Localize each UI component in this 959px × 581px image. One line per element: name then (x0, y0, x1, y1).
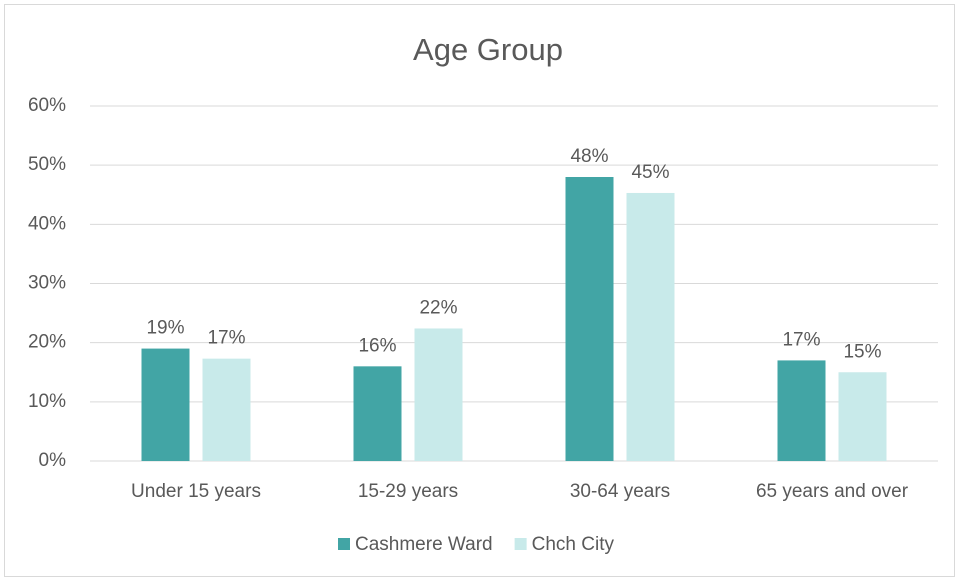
y-tick-label: 10% (28, 391, 66, 412)
bar (777, 360, 826, 461)
chart-border (4, 4, 955, 577)
bar (565, 177, 614, 461)
y-tick-label: 60% (28, 95, 66, 116)
bar (353, 366, 402, 461)
value-label: 17% (782, 329, 820, 350)
bar (414, 328, 463, 461)
legend-swatch (338, 538, 350, 550)
y-tick-label: 40% (28, 213, 66, 234)
bar (838, 372, 887, 461)
legend-label: Chch City (532, 534, 615, 555)
y-tick-label: 20% (28, 332, 66, 353)
value-label: 19% (146, 318, 184, 339)
value-label: 45% (631, 162, 669, 183)
y-tick-label: 0% (39, 450, 67, 471)
x-tick-label: Under 15 years (131, 481, 261, 502)
value-label: 48% (570, 146, 608, 167)
x-tick-label: 15-29 years (358, 481, 458, 502)
value-label: 15% (843, 341, 881, 362)
chart-title: Age Group (413, 32, 563, 67)
value-label: 17% (207, 328, 245, 349)
x-tick-label: 30-64 years (570, 481, 670, 502)
bar (202, 358, 251, 461)
value-label: 22% (419, 297, 457, 318)
x-tick-label: 65 years and over (756, 481, 909, 502)
value-label: 16% (358, 335, 396, 356)
bar (141, 348, 190, 461)
legend-swatch (514, 538, 527, 550)
y-tick-label: 50% (28, 154, 66, 175)
bar (626, 192, 675, 461)
y-tick-label: 30% (28, 273, 66, 294)
legend-label: Cashmere Ward (355, 534, 493, 555)
